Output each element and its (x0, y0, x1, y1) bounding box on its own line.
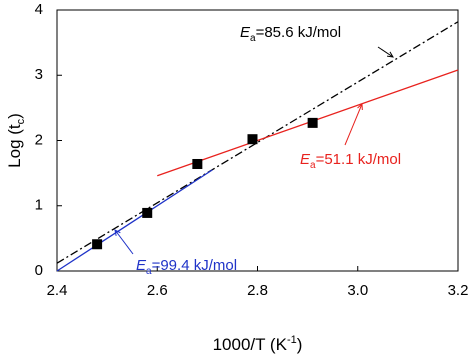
annotation-sub: a (146, 266, 152, 277)
annotation: Ea=51.1 kJ/mol (300, 151, 401, 171)
y-tick-label: 1 (35, 197, 43, 214)
y-tick-label: 4 (35, 1, 43, 18)
x-axis-label: 1000/T (K-1) (213, 334, 303, 355)
y-axis-label: Log (tc) (5, 113, 26, 168)
data-point (92, 239, 103, 250)
x-axis-label-part: ) (297, 335, 303, 354)
x-tick-label: 3.0 (347, 282, 368, 299)
data-point (307, 117, 318, 128)
fit-line (157, 69, 459, 177)
annotation-symbol: E (240, 24, 251, 41)
data-point (192, 158, 203, 169)
data-point (247, 134, 258, 145)
x-tick-label: 2.4 (47, 282, 68, 299)
annotation-arrowhead (357, 102, 363, 111)
x-axis-label-part: 1000/T (K (213, 335, 288, 354)
annotation-arrow (344, 103, 363, 146)
annotation-arrow (114, 229, 134, 255)
annotation-text: =85.6 kJ/mol (256, 24, 341, 41)
annotation-arrow (377, 46, 394, 58)
annotation-sub: a (310, 160, 316, 171)
x-tick-label: 3.2 (448, 282, 469, 299)
y-tick-label: 2 (35, 131, 43, 148)
y-axis-label-part: Log (t (5, 124, 24, 168)
y-tick-label: 3 (35, 66, 43, 83)
annotation-text: =99.4 kJ/mol (152, 257, 237, 274)
data-point (142, 207, 153, 218)
x-axis-label-sup: -1 (287, 334, 297, 346)
x-tick-label: 2.8 (247, 282, 268, 299)
annotation-arrowhead (386, 51, 394, 58)
annotation-text: =51.1 kJ/mol (316, 151, 401, 168)
y-axis-label-sub: c (15, 118, 27, 124)
x-tick-label: 2.6 (147, 282, 168, 299)
annotation-sub: a (250, 33, 256, 44)
fit-line (56, 169, 213, 272)
annotation: Ea=85.6 kJ/mol (240, 24, 341, 44)
annotation-symbol: E (300, 151, 311, 168)
annotation-arrowhead (114, 229, 121, 236)
annotation: Ea=99.4 kJ/mol (136, 257, 237, 277)
fit-line (56, 21, 459, 264)
annotation-symbol: E (136, 257, 147, 274)
y-axis-label-part: ) (5, 113, 24, 119)
y-tick-label: 0 (35, 262, 43, 279)
